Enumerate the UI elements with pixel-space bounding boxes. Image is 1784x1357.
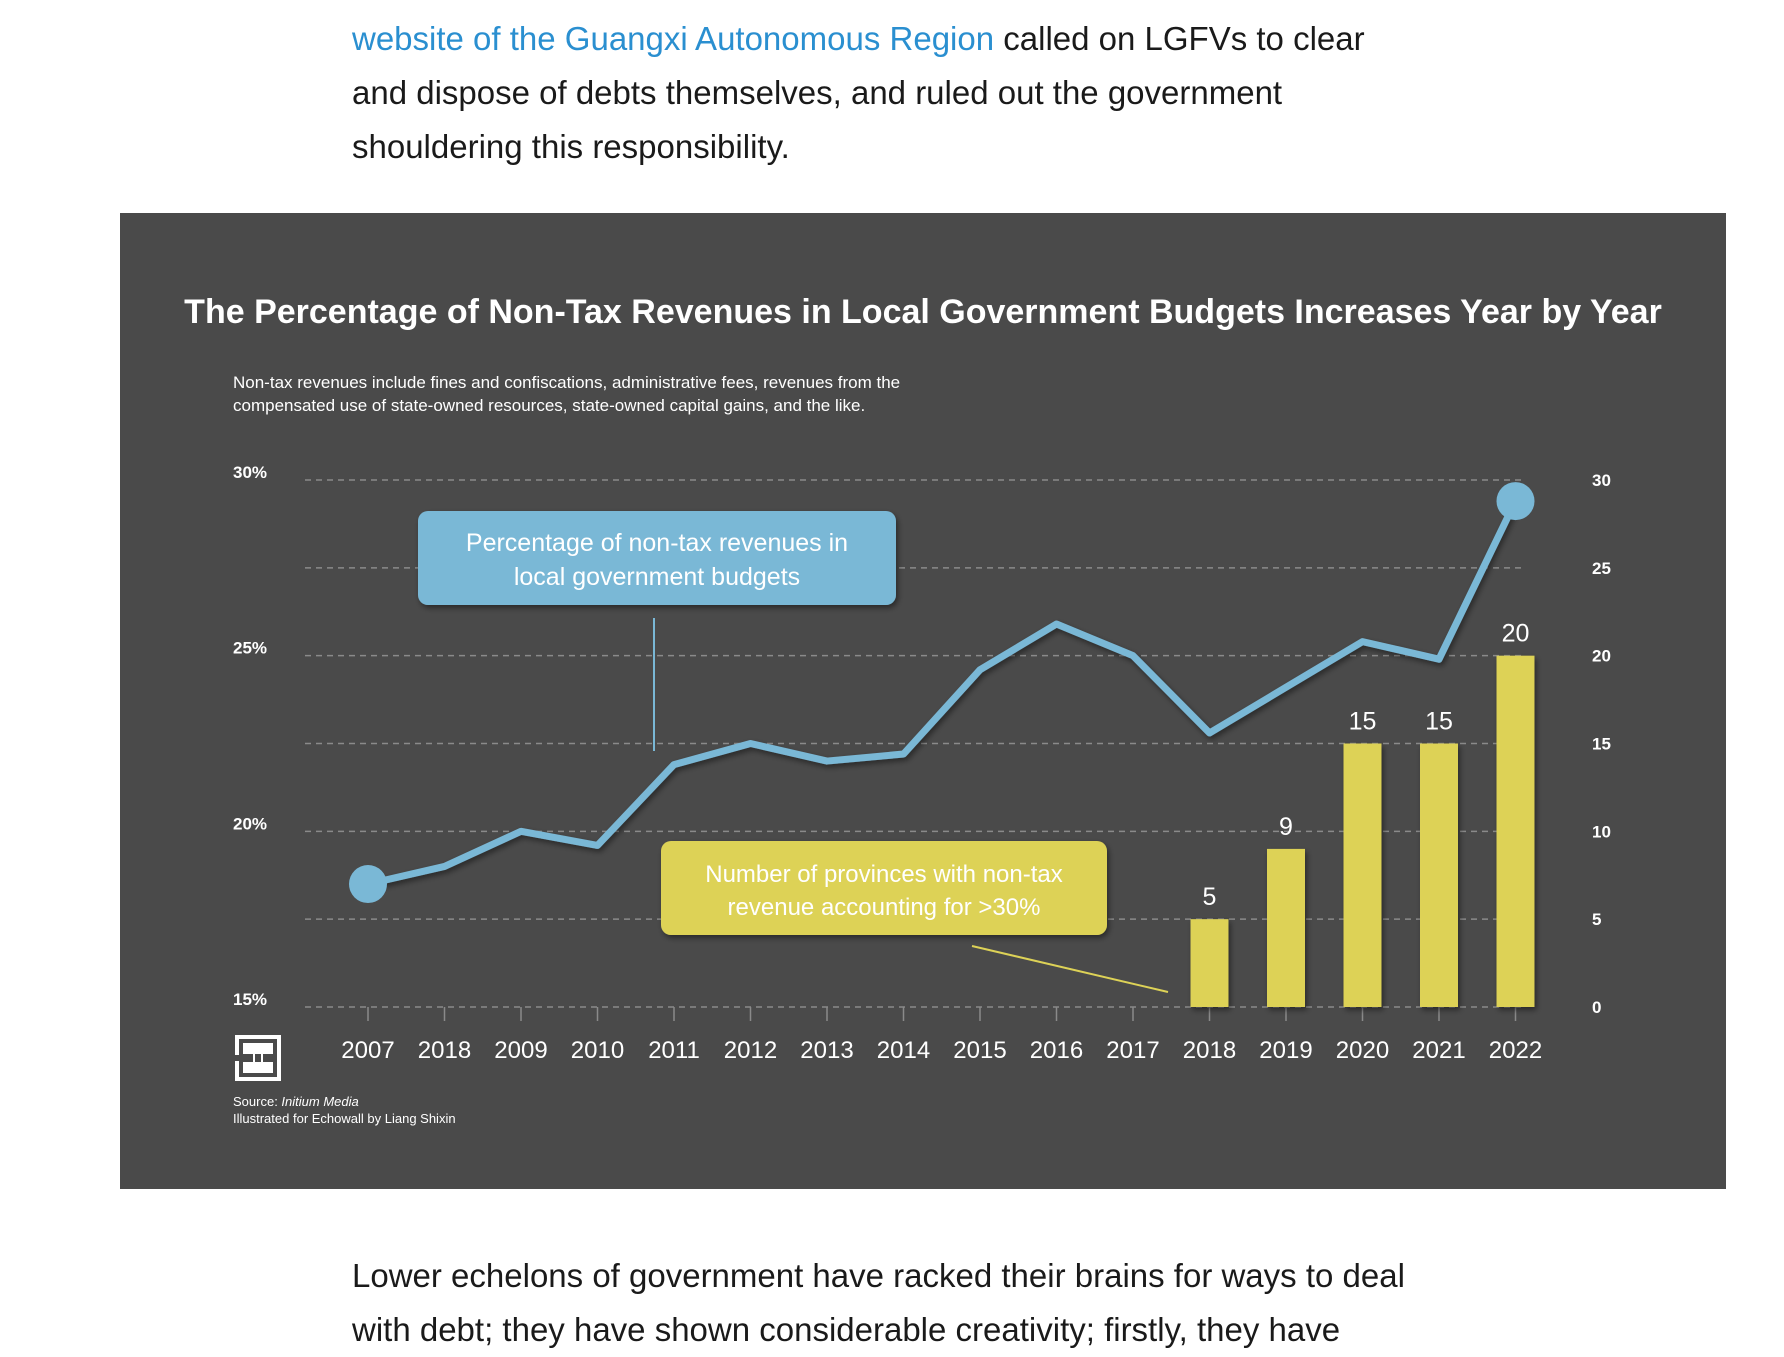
line-series xyxy=(364,497,1519,888)
x-axis-tick-label: 2014 xyxy=(877,1037,930,1064)
x-axis-tick-label: 2019 xyxy=(1259,1037,1312,1064)
x-axis-tick-label: 2018 xyxy=(418,1037,471,1064)
bar-data-label: 9 xyxy=(1279,813,1293,841)
bar-callout-box xyxy=(661,841,1107,935)
illustrator-credit: Illustrated for Echowall by Liang Shixin xyxy=(233,1111,456,1126)
bar xyxy=(1343,743,1382,1007)
chart-subtitle: Non-tax revenues include fines and confi… xyxy=(233,371,1093,417)
right-axis-tick-label: 25 xyxy=(1592,559,1611,578)
x-axis-tick-label: 2009 xyxy=(494,1037,547,1064)
x-axis-tick-label: 2015 xyxy=(953,1037,1006,1064)
paragraph-text: with debt; they have shown considerable … xyxy=(352,1311,1341,1348)
left-axis-tick-label: 30% xyxy=(233,463,267,482)
left-axis-tick-label: 15% xyxy=(233,990,267,1009)
bar-callout-connector xyxy=(971,945,1169,993)
left-axis-tick-label: 25% xyxy=(233,639,267,658)
x-axis-tick-label: 2013 xyxy=(800,1037,853,1064)
chart-title: The Percentage of Non-Tax Revenues in Lo… xyxy=(184,293,1662,331)
source-label: Source: xyxy=(233,1094,282,1109)
paragraph-text: called on LGFVs to clear xyxy=(994,20,1365,57)
line-start-point xyxy=(349,865,387,904)
x-axis-tick-label: 2007 xyxy=(341,1037,394,1064)
left-axis-tick-label: 20% xyxy=(233,814,267,833)
paragraph-text: Lower echelons of government have racked… xyxy=(352,1257,1405,1294)
bar-data-label: 15 xyxy=(1349,708,1377,736)
line-callout-box xyxy=(418,511,896,605)
x-axis-tick-label: 2020 xyxy=(1336,1037,1389,1064)
x-axis-tick-label: 2010 xyxy=(571,1037,624,1064)
x-axis-tick-label: 2017 xyxy=(1106,1037,1159,1064)
source-name: Initium Media xyxy=(281,1094,359,1109)
right-axis-tick-label: 5 xyxy=(1592,910,1601,929)
bar-data-label: 5 xyxy=(1203,883,1217,911)
article-paragraph-top: website of the Guangxi Autonomous Region… xyxy=(352,12,1512,174)
subtitle-line: Non-tax revenues include fines and confi… xyxy=(233,373,901,392)
line-series-name: Percentage of non-tax revenues in xyxy=(466,529,848,557)
bar xyxy=(1420,743,1458,1007)
guangxi-website-link[interactable]: website of the Guangxi Autonomous Region xyxy=(352,20,995,57)
x-axis-tick-label: 2011 xyxy=(648,1037,700,1064)
right-axis-tick-label: 15 xyxy=(1592,735,1611,754)
right-axis-tick-label: 10 xyxy=(1592,822,1611,841)
x-axis-tick-label: 2021 xyxy=(1412,1037,1465,1064)
right-axis-tick-label: 20 xyxy=(1592,647,1611,666)
line-end-point xyxy=(1496,482,1535,521)
x-axis-tick-label: 2012 xyxy=(724,1037,777,1064)
subtitle-line: compensated use of state-owned resources… xyxy=(233,396,866,415)
bar-series-name: Number of provinces with non-tax xyxy=(705,861,1063,888)
initium-logo-icon xyxy=(235,1035,281,1081)
source-credit: Source: Initium Media Illustrated for Ec… xyxy=(233,1093,456,1127)
x-axis-tick-label: 2022 xyxy=(1489,1037,1542,1064)
bar-data-label: 15 xyxy=(1425,708,1453,736)
right-axis-tick-label: 30 xyxy=(1592,471,1611,490)
x-axis-tick-label: 2016 xyxy=(1030,1037,1083,1064)
bar xyxy=(1190,919,1229,1007)
chart-figure: 30% 25% 20% 15% 30 25 20 15 10 5 0 2007 2018 2009 2010… xyxy=(120,213,1726,1189)
paragraph-text: shouldering this responsibility. xyxy=(352,128,790,165)
paragraph-text: and dispose of debts themselves, and rul… xyxy=(352,74,1283,111)
bar-series-name: revenue accounting for >30% xyxy=(728,894,1041,921)
bar-data-label: 20 xyxy=(1502,620,1530,648)
right-axis-tick-label: 0 xyxy=(1592,998,1601,1017)
x-axis-tick-label: 2018 xyxy=(1183,1037,1236,1064)
bar xyxy=(1496,655,1535,1007)
bar xyxy=(1267,848,1305,1007)
article-paragraph-bottom: Lower echelons of government have racked… xyxy=(352,1249,1512,1357)
line-series-name: local government budgets xyxy=(514,563,800,591)
